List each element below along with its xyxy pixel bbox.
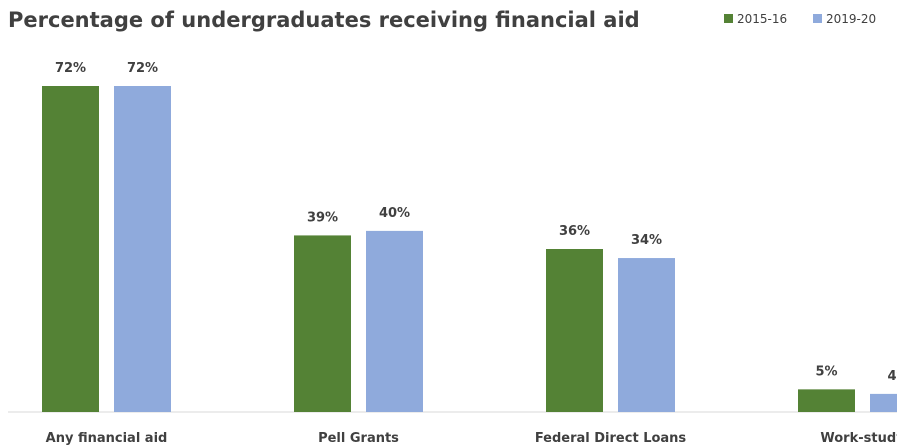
legend-label-2019-20: 2019-20 xyxy=(826,12,876,26)
bars-group xyxy=(42,86,897,412)
data-label-pell-grants-2015-16: 39% xyxy=(307,210,338,225)
bar-any-financial-aid-2019-20 xyxy=(114,86,171,412)
legend-swatch-2015-16 xyxy=(724,14,733,23)
data-labels-group: 72% 72% 39% 40% 36% 34% 5% 4% xyxy=(55,61,897,384)
bar-federal-direct-loans-2015-16 xyxy=(546,249,603,412)
bar-pell-grants-2019-20 xyxy=(366,230,423,412)
data-label-any-financial-aid-2015-16: 72% xyxy=(55,61,86,76)
bar-work-study-2015-16 xyxy=(798,389,855,412)
category-labels-group: Any financial aid Pell Grants Federal Dire… xyxy=(46,431,897,446)
data-label-work-study-2019-20: 4% xyxy=(887,369,897,384)
data-label-work-study-2015-16: 5% xyxy=(815,364,837,379)
category-label-work-study: Work-study xyxy=(820,431,897,446)
category-label-federal-direct-loans: Federal Direct Loans xyxy=(535,431,687,446)
category-label-any-financial-aid: Any financial aid xyxy=(46,431,168,446)
data-label-federal-direct-loans-2019-20: 34% xyxy=(631,233,662,248)
legend: 2015-16 2019-20 xyxy=(724,12,876,26)
bar-any-financial-aid-2015-16 xyxy=(42,86,99,412)
chart-title: Percentage of undergraduates receiving f… xyxy=(8,8,640,32)
legend-label-2015-16: 2015-16 xyxy=(737,12,787,26)
category-label-pell-grants: Pell Grants xyxy=(318,431,399,446)
bar-pell-grants-2015-16 xyxy=(294,235,351,412)
bar-federal-direct-loans-2019-20 xyxy=(618,258,675,412)
data-label-federal-direct-loans-2015-16: 36% xyxy=(559,224,590,239)
legend-swatch-2019-20 xyxy=(813,14,822,23)
bar-work-study-2019-20 xyxy=(870,393,897,412)
data-label-pell-grants-2019-20: 40% xyxy=(379,206,410,221)
data-label-any-financial-aid-2019-20: 72% xyxy=(127,61,158,76)
